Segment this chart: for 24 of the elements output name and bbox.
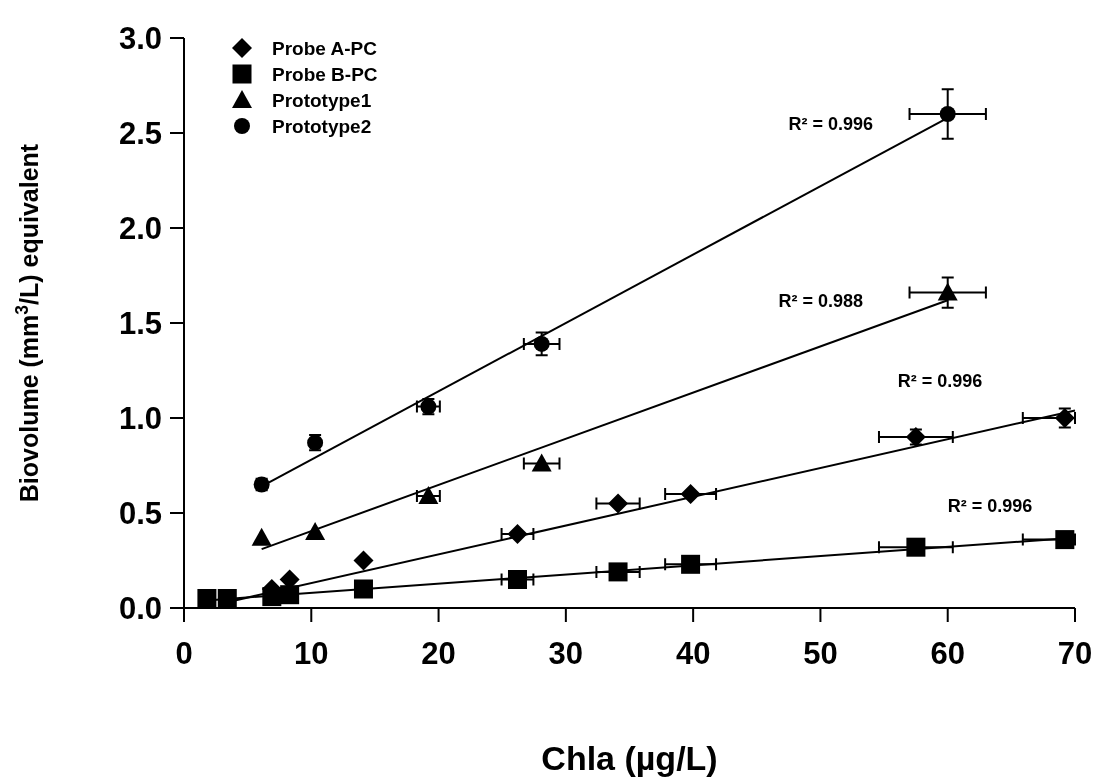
y-tick-label: 1.0 — [118, 400, 162, 436]
x-tick-label: 30 — [548, 636, 584, 671]
annotation: R² = 0.996 — [947, 496, 1033, 516]
x-tick-label: 70 — [1057, 636, 1093, 671]
annotation: R² = 0.996 — [897, 370, 983, 391]
x-tick-label: 20 — [421, 636, 456, 671]
x-tick-label: 10 — [294, 636, 329, 671]
legend-label: Prototype1 — [272, 89, 372, 111]
legend-label: Probe A-PC — [272, 37, 378, 59]
annotation: R² = 0.996 — [788, 114, 873, 135]
annotation: R² = 0.988 — [778, 290, 863, 311]
y-tick-label: 3.0 — [118, 20, 162, 56]
x-tick-label: 50 — [803, 636, 838, 671]
legend-label: Prototype2 — [272, 115, 372, 137]
x-tick-label: 40 — [675, 636, 711, 671]
y-tick-label: 2.0 — [118, 210, 162, 246]
y-tick-label: 0.0 — [118, 590, 162, 626]
legend-label: Probe B-PC — [272, 63, 378, 85]
x-axis-title: Chla (µg/L) — [541, 739, 718, 777]
x-tick-label: 60 — [930, 636, 965, 671]
y-tick-label: 2.5 — [118, 115, 162, 151]
x-tick-label: 0 — [175, 636, 193, 671]
y-tick-label: 0.5 — [118, 495, 162, 531]
y-tick-label: 1.5 — [118, 305, 162, 341]
